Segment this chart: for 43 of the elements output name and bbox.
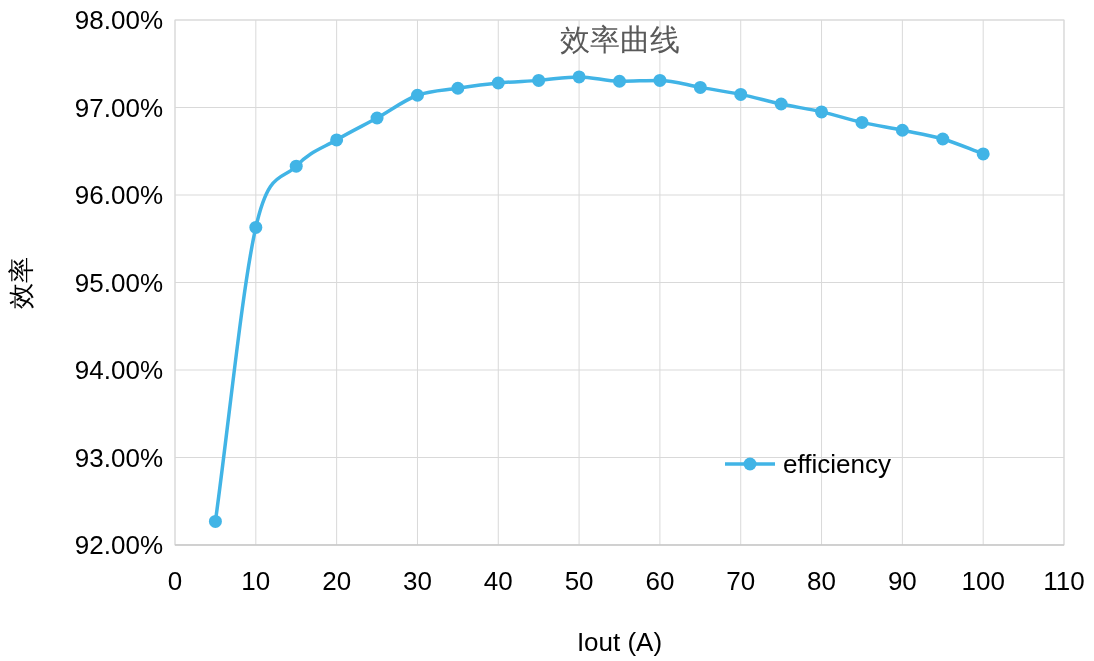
- x-tick-label: 40: [483, 566, 513, 596]
- x-tick-label: 60: [645, 566, 675, 596]
- y-tick-label: 94.00%: [74, 355, 163, 385]
- x-axis-title: Iout (A): [576, 627, 663, 657]
- y-tick-label: 93.00%: [74, 442, 163, 473]
- point: [410, 88, 424, 102]
- y-tick-label: 97.00%: [74, 92, 163, 123]
- y-tick-label: 95.00%: [74, 267, 163, 298]
- point: [693, 80, 707, 94]
- x-tick-label: 110: [1043, 566, 1085, 596]
- point: [855, 115, 869, 129]
- y-tick-label: 96.00%: [74, 180, 163, 210]
- x-tick-label: 70: [726, 566, 756, 596]
- legend-label: efficiency: [783, 449, 891, 479]
- x-tick-label: 90: [887, 566, 917, 596]
- point: [936, 132, 950, 146]
- point: [370, 111, 384, 125]
- point: [572, 70, 586, 84]
- point: [976, 147, 990, 161]
- x-tick-label: 50: [564, 566, 594, 596]
- point: [613, 74, 626, 88]
- point: [208, 514, 222, 528]
- point: [734, 87, 748, 101]
- y-tick-label: 98.00%: [74, 5, 163, 35]
- x-tick-label: 10: [241, 566, 271, 596]
- point: [653, 73, 667, 87]
- x-tick-label: 0: [167, 566, 183, 596]
- point: [491, 76, 505, 90]
- point: [774, 97, 788, 111]
- x-tick-label: 30: [402, 566, 432, 596]
- x-tick-label: 100: [961, 566, 1005, 596]
- x-tick-label: 20: [322, 566, 352, 596]
- point: [330, 133, 344, 147]
- y-axis-title: 效率: [6, 256, 36, 309]
- y-tick-label: 92.00%: [74, 530, 163, 560]
- point: [815, 105, 829, 119]
- point: [249, 220, 263, 234]
- point: [289, 159, 303, 173]
- chart-title: 效率曲线: [559, 23, 680, 56]
- point: [532, 73, 546, 87]
- point: [895, 123, 909, 137]
- x-tick-label: 80: [807, 566, 837, 596]
- point: [451, 81, 465, 95]
